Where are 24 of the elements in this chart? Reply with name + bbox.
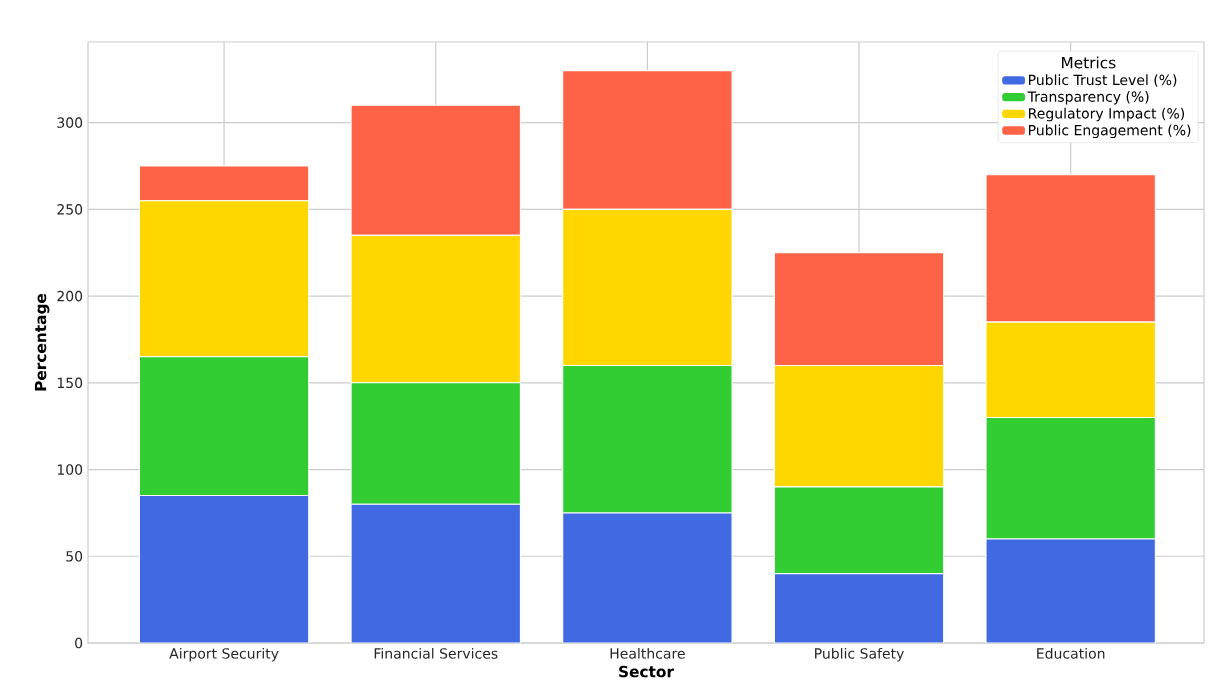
y-tick-label: 200	[57, 290, 83, 302]
y-tick-label: 250	[57, 204, 83, 215]
y-tick-label: 0	[75, 637, 83, 649]
legend-title: Metrics	[1062, 56, 1116, 69]
y-tick-label: 50	[66, 550, 83, 562]
y-axis-title: Percentage	[34, 293, 50, 391]
x-axis-title: Sector	[619, 665, 674, 678]
x-tick-label: Healthcare	[610, 647, 685, 659]
bar	[985, 538, 1156, 643]
legend-label: Public Trust Level (%)	[1029, 74, 1177, 87]
bar	[138, 495, 310, 643]
y-tick-label: 100	[57, 464, 83, 475]
legend-label: Regulatory Impact (%)	[1029, 107, 1185, 122]
legend-label: Transparency (%)	[1027, 91, 1149, 105]
x-tick-label: Airport Security	[169, 647, 279, 662]
bar	[350, 503, 521, 643]
x-tick-label: Education	[1037, 647, 1105, 659]
legend-label: Public Engagement (%)	[1029, 124, 1191, 139]
bar	[562, 512, 733, 643]
y-tick-label: 150	[57, 377, 83, 389]
bar	[774, 573, 944, 643]
x-tick-label: Financial Services	[374, 647, 498, 659]
x-tick-label: Public Safety	[815, 647, 904, 662]
y-tick-label: 300	[57, 117, 83, 128]
